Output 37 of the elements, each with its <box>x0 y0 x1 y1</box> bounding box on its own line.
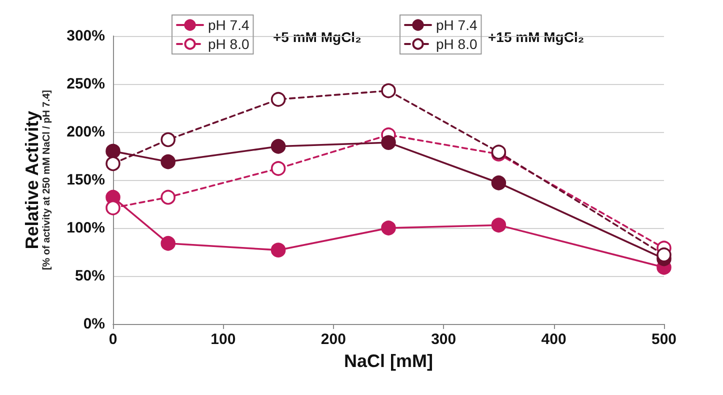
y-tick-label: 0% <box>83 316 105 332</box>
point <box>381 220 396 236</box>
point <box>491 218 506 233</box>
point <box>270 242 286 258</box>
point <box>381 83 396 98</box>
y-tick-label: 100% <box>66 220 105 236</box>
y-tick-label: 300% <box>66 28 105 44</box>
y-tick-label: 250% <box>66 76 105 92</box>
point <box>106 144 120 159</box>
point <box>270 92 286 107</box>
x-axis-title: NaCl [mM] <box>344 350 433 371</box>
point <box>160 132 176 148</box>
legend-label: pH 8.0 <box>436 36 478 52</box>
x-tick-label: 100 <box>210 331 236 348</box>
x-tick-label: 500 <box>651 331 677 348</box>
x-tick-label: 200 <box>320 331 346 348</box>
x-tick-label: 0 <box>108 331 118 348</box>
point <box>270 161 286 176</box>
text: [% of activity at 250 mM NaCl / pH 7.4] <box>42 90 52 270</box>
point <box>491 175 506 190</box>
point <box>106 200 120 216</box>
point <box>270 139 286 154</box>
legend-label: pH 7.4 <box>436 17 478 33</box>
y-axis-title: Relative Activity <box>22 110 42 250</box>
legend-label: pH 7.4 <box>208 17 250 33</box>
point <box>656 247 672 262</box>
point <box>160 236 176 251</box>
point <box>160 190 176 205</box>
y-tick-label: 150% <box>66 172 105 188</box>
x-tick-label: 400 <box>541 331 566 348</box>
legend-label: pH 8.0 <box>208 36 250 52</box>
y-tick-label: 50% <box>74 268 105 284</box>
y-tick-label: 200% <box>66 124 105 140</box>
point <box>160 154 176 170</box>
x-tick-label: 300 <box>431 331 456 348</box>
point <box>381 135 396 150</box>
point <box>106 156 120 172</box>
